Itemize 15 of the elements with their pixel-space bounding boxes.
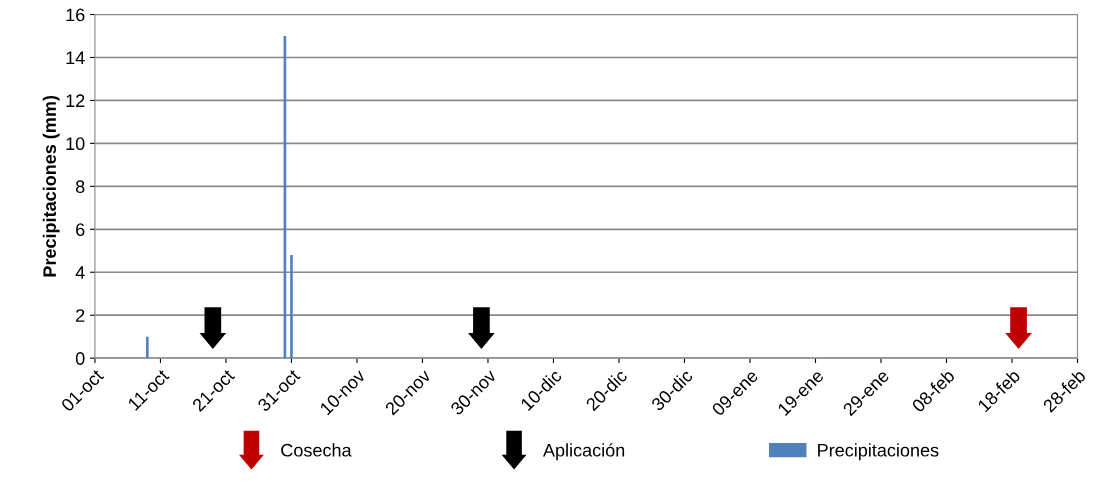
y-tick-label: 4 (75, 266, 85, 279)
y-axis-title: Precipitaciones (mm) (42, 95, 60, 277)
y-tick-label: 6 (76, 223, 85, 237)
y-tick-label: 2 (76, 309, 85, 322)
y-tick-label: 14 (66, 51, 85, 65)
legend-label: Aplicación (543, 443, 625, 461)
bar (146, 336, 149, 359)
y-tick-label: 10 (66, 137, 85, 151)
y-tick-label: 0 (75, 352, 85, 365)
y-tick-label: 12 (66, 94, 85, 107)
legend-label: Precipitaciones (818, 443, 939, 461)
bar (290, 255, 293, 359)
y-tick-label: 16 (66, 8, 85, 22)
y-tick-label: 8 (75, 180, 85, 194)
legend-label: Cosecha (281, 443, 352, 457)
